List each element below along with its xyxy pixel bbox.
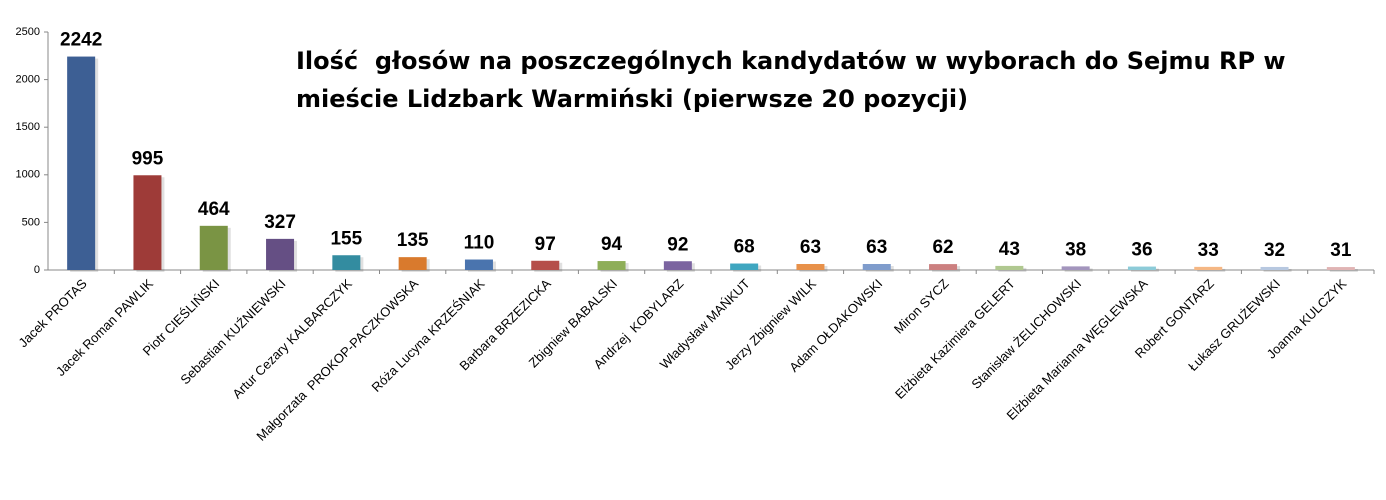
value-label: 464 [198,199,230,220]
bar-shadow [1329,269,1358,272]
bar-shadow [1064,268,1093,272]
bar [1127,266,1156,270]
bar [862,264,891,270]
value-label: 92 [667,234,688,255]
value-label: 38 [1065,239,1086,260]
y-tick-label: 500 [22,216,40,228]
bar [597,261,626,270]
bar [929,264,958,270]
value-label: 2242 [60,30,102,51]
x-tick-label: Elżbieta Kazimiera GELERT [892,276,1018,402]
bar-shadow [1130,268,1159,272]
bar [199,225,228,270]
value-label: 62 [932,237,953,258]
bar-shadow [1197,268,1226,272]
value-label: 327 [264,212,296,233]
x-tick-label: Róża Lucyna KRZEŚNIAK [369,276,488,395]
bar [1194,266,1223,270]
y-tick-label: 2000 [16,74,40,86]
bar [133,175,162,270]
value-label: 36 [1131,240,1152,261]
bar [67,56,96,270]
y-tick-label: 1000 [16,169,40,181]
value-label: 43 [999,239,1020,260]
bar [796,264,825,270]
value-label: 63 [866,237,887,258]
y-tick-label: 0 [34,264,40,276]
bar [1061,266,1090,270]
value-label: 32 [1264,240,1285,261]
x-tick-label: Jacek PROTAS [15,276,90,351]
value-label: 155 [330,228,362,249]
value-label: 110 [464,233,495,254]
bar [464,259,493,270]
y-tick-label: 1500 [16,121,40,133]
value-label: 94 [601,234,623,255]
x-tick-label: Artur Cezary KALBARCZYK [229,276,355,402]
bar [1260,266,1289,270]
value-label: 995 [132,148,164,169]
bar [531,260,560,270]
y-tick-label: 2500 [16,26,40,38]
value-label: 33 [1198,240,1219,261]
bar [266,238,295,270]
bar [398,257,427,270]
bar [663,261,692,270]
x-tick-label: Miron SYCZ [891,276,952,337]
bar-shadow [1263,268,1292,272]
value-label: 63 [800,237,821,258]
bar [1326,267,1355,270]
bar [995,265,1024,270]
x-tick-label: Elżbieta Marianna WĘGLEWSKA [1003,276,1150,423]
value-label: 97 [535,234,556,255]
chart-title: Ilość głosów na poszczególnych kandydató… [296,47,1294,113]
bar [730,263,759,270]
value-label: 68 [734,237,755,258]
value-label: 135 [397,230,429,251]
bar [332,255,361,270]
value-label: 31 [1330,240,1352,261]
x-tick-label: Stanisław ŻELICHOWSKI [968,276,1084,392]
